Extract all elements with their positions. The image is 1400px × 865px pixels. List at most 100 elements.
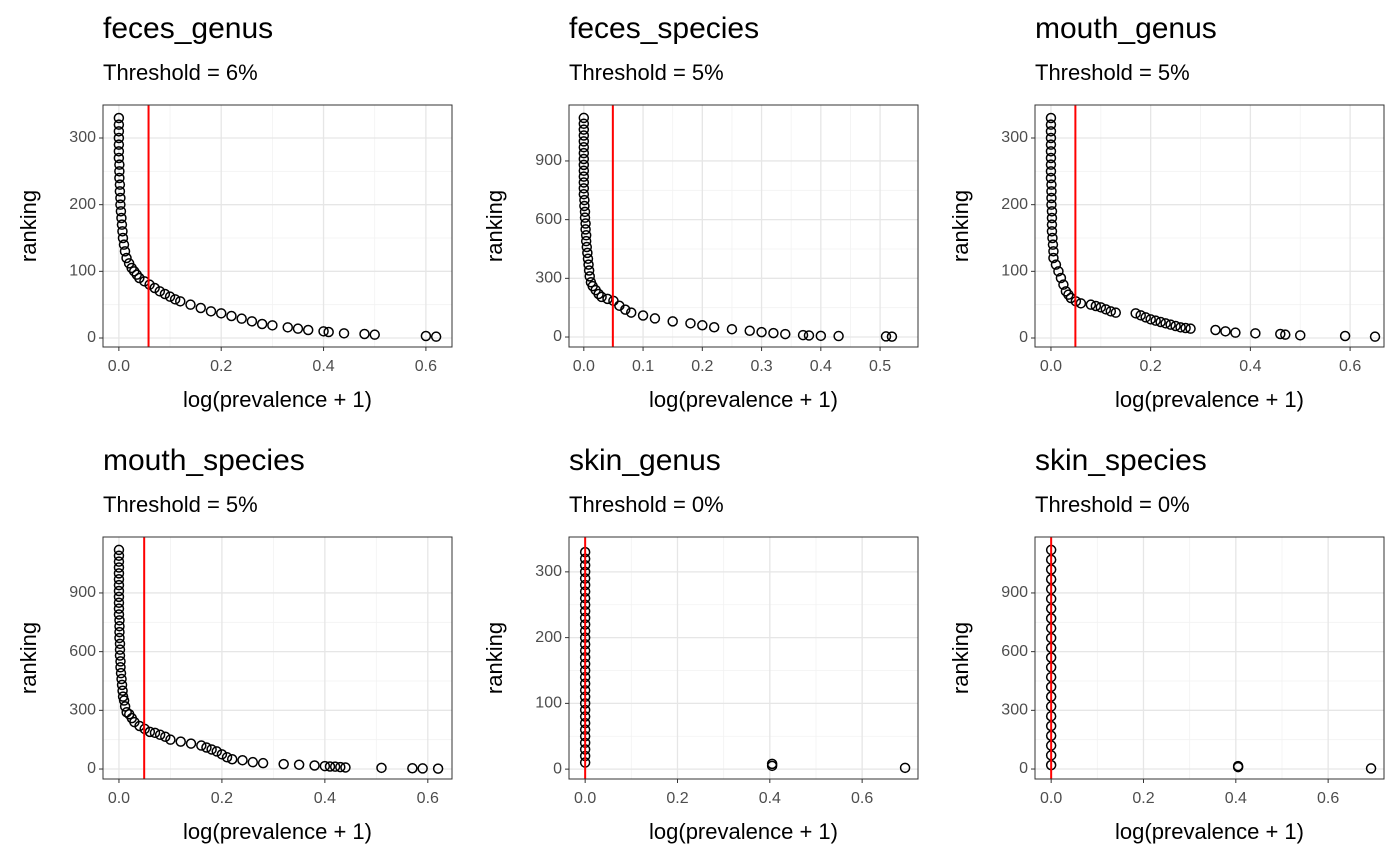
- point: [117, 232, 129, 244]
- point: [1105, 306, 1117, 317]
- y-tick-label: 300: [69, 129, 96, 146]
- point: [160, 731, 171, 742]
- point: [1145, 314, 1156, 325]
- point: [593, 288, 604, 300]
- point: [1046, 226, 1058, 237]
- y-tick-label: 0: [553, 328, 562, 345]
- panel-border: [1034, 536, 1385, 780]
- point: [338, 328, 350, 339]
- point: [1175, 322, 1186, 333]
- point: [708, 321, 720, 333]
- y-tick-label: 200: [535, 629, 562, 646]
- point: [302, 324, 314, 336]
- point: [114, 166, 125, 177]
- point: [1045, 159, 1057, 170]
- x-axis-title: log(prevalence + 1): [1115, 819, 1304, 844]
- point: [1045, 139, 1057, 150]
- point: [116, 219, 128, 230]
- point: [578, 147, 590, 159]
- y-tick-label: 0: [553, 760, 562, 777]
- y-axis-title: ranking: [16, 190, 41, 262]
- point: [278, 758, 289, 770]
- point: [113, 544, 125, 556]
- point: [121, 252, 132, 264]
- point: [620, 304, 631, 315]
- point: [1339, 330, 1351, 342]
- point: [815, 330, 827, 342]
- point: [113, 556, 125, 567]
- chart-subtitle: Threshold = 0%: [569, 492, 724, 517]
- point: [149, 727, 161, 739]
- point: [579, 200, 590, 212]
- point: [115, 199, 126, 210]
- point: [1048, 246, 1059, 257]
- y-tick-label: 600: [69, 643, 96, 660]
- panel-border: [102, 104, 453, 348]
- point: [578, 112, 590, 124]
- point: [216, 749, 228, 760]
- point: [131, 269, 143, 280]
- point: [578, 165, 590, 176]
- point: [432, 763, 444, 774]
- point: [121, 707, 132, 718]
- point: [236, 313, 247, 324]
- point: [114, 172, 125, 184]
- point: [1058, 279, 1069, 290]
- panel-background: [1035, 105, 1384, 347]
- point: [1045, 126, 1057, 137]
- point: [1210, 324, 1221, 336]
- point: [113, 585, 125, 597]
- point: [257, 757, 269, 769]
- point: [114, 186, 126, 197]
- point: [1046, 212, 1058, 224]
- x-axis-title: log(prevalence + 1): [649, 387, 838, 412]
- point: [1220, 326, 1231, 337]
- point: [1046, 206, 1058, 217]
- panel: 0.0 0.2 0.4 0.6 0 100 200 300 skin_genus Threshol…: [482, 444, 919, 844]
- panel-border: [102, 536, 453, 780]
- x-tick-label: 0.4: [1239, 358, 1261, 375]
- point: [1280, 329, 1291, 340]
- point: [1135, 310, 1146, 321]
- point: [115, 667, 127, 679]
- x-tick-label: 0.6: [1317, 790, 1339, 807]
- panel: 0.0 0.1 0.2 0.3 0.4 0.5 0 300 600 900 feces_specie…: [482, 12, 919, 412]
- y-tick-label: 300: [535, 563, 562, 580]
- point: [175, 296, 186, 307]
- point: [578, 136, 590, 147]
- point: [113, 579, 125, 591]
- point: [580, 230, 592, 241]
- point: [1047, 232, 1058, 244]
- point: [420, 330, 432, 342]
- point: [113, 609, 125, 620]
- point: [113, 139, 125, 150]
- x-tick-label: 0.2: [691, 358, 713, 375]
- point: [1045, 152, 1057, 164]
- x-tick-label: 0.0: [1040, 790, 1062, 807]
- point: [1045, 146, 1057, 157]
- point: [119, 246, 131, 257]
- point: [667, 316, 678, 327]
- chart-subtitle: Threshold = 0%: [1035, 492, 1190, 517]
- y-tick-label: 200: [69, 196, 96, 213]
- y-axis-title: ranking: [482, 190, 507, 262]
- point: [899, 762, 911, 774]
- point: [578, 159, 590, 171]
- point: [215, 308, 227, 319]
- point: [1232, 761, 1244, 773]
- point: [1140, 312, 1151, 323]
- point: [113, 112, 125, 124]
- x-tick-label: 0.2: [211, 790, 233, 807]
- y-tick-label: 900: [69, 584, 96, 601]
- point: [159, 288, 171, 300]
- point: [116, 673, 127, 685]
- x-tick-label: 0.0: [108, 358, 130, 375]
- point: [164, 291, 176, 302]
- x-tick-label: 0.6: [1339, 358, 1361, 375]
- point: [1250, 328, 1261, 339]
- point: [584, 271, 595, 282]
- point: [335, 761, 346, 773]
- chart-title: feces_genus: [103, 12, 273, 45]
- x-tick-label: 0.0: [574, 790, 596, 807]
- point: [583, 259, 594, 270]
